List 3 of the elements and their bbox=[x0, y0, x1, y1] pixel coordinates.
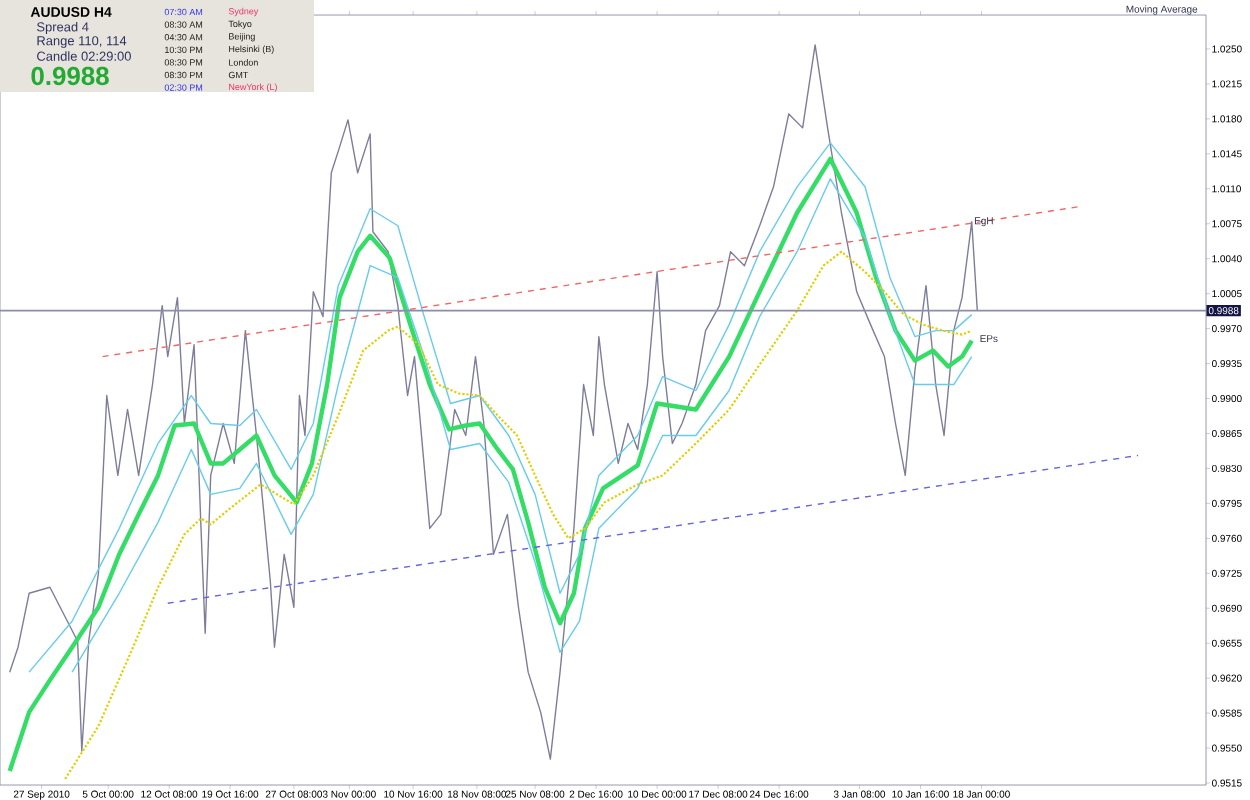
annotation: 0.9988 bbox=[31, 66, 109, 86]
line-series bbox=[7, 156, 974, 774]
line-series bbox=[9, 44, 978, 760]
